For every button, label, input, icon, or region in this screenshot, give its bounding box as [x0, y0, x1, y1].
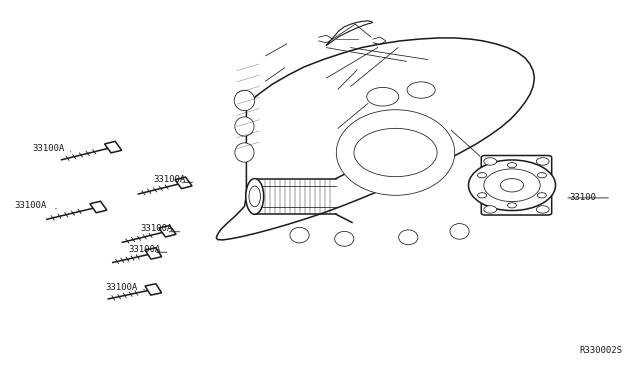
Ellipse shape: [290, 227, 309, 243]
Ellipse shape: [234, 90, 255, 111]
Ellipse shape: [337, 110, 454, 195]
Ellipse shape: [335, 231, 354, 246]
Circle shape: [468, 160, 556, 211]
Text: 33100A: 33100A: [154, 175, 186, 184]
Polygon shape: [104, 141, 122, 153]
Text: 33100: 33100: [570, 193, 596, 202]
Circle shape: [354, 128, 437, 177]
Polygon shape: [216, 38, 534, 240]
Ellipse shape: [249, 186, 260, 207]
Polygon shape: [145, 248, 162, 259]
Text: R330002S: R330002S: [579, 346, 622, 355]
Circle shape: [484, 158, 497, 165]
FancyBboxPatch shape: [481, 155, 552, 215]
Polygon shape: [145, 284, 161, 295]
Ellipse shape: [450, 224, 469, 239]
Ellipse shape: [399, 230, 418, 245]
Text: 33100A: 33100A: [106, 283, 138, 292]
Ellipse shape: [235, 117, 254, 136]
Circle shape: [407, 82, 435, 98]
Polygon shape: [175, 177, 192, 189]
Ellipse shape: [235, 143, 254, 162]
Text: 33100A: 33100A: [14, 201, 46, 210]
Ellipse shape: [246, 179, 264, 214]
Text: 33100A: 33100A: [128, 245, 160, 254]
Text: 33100A: 33100A: [141, 224, 173, 233]
Text: 33100A: 33100A: [32, 144, 64, 153]
Circle shape: [538, 173, 547, 178]
Circle shape: [500, 179, 524, 192]
Polygon shape: [159, 225, 176, 237]
Circle shape: [508, 163, 516, 168]
Circle shape: [477, 193, 486, 198]
Circle shape: [536, 158, 549, 165]
Circle shape: [477, 173, 486, 178]
Circle shape: [536, 206, 549, 213]
Polygon shape: [90, 201, 107, 213]
Circle shape: [484, 206, 497, 213]
Circle shape: [538, 193, 547, 198]
Circle shape: [508, 203, 516, 208]
Circle shape: [484, 169, 540, 202]
Circle shape: [367, 87, 399, 106]
